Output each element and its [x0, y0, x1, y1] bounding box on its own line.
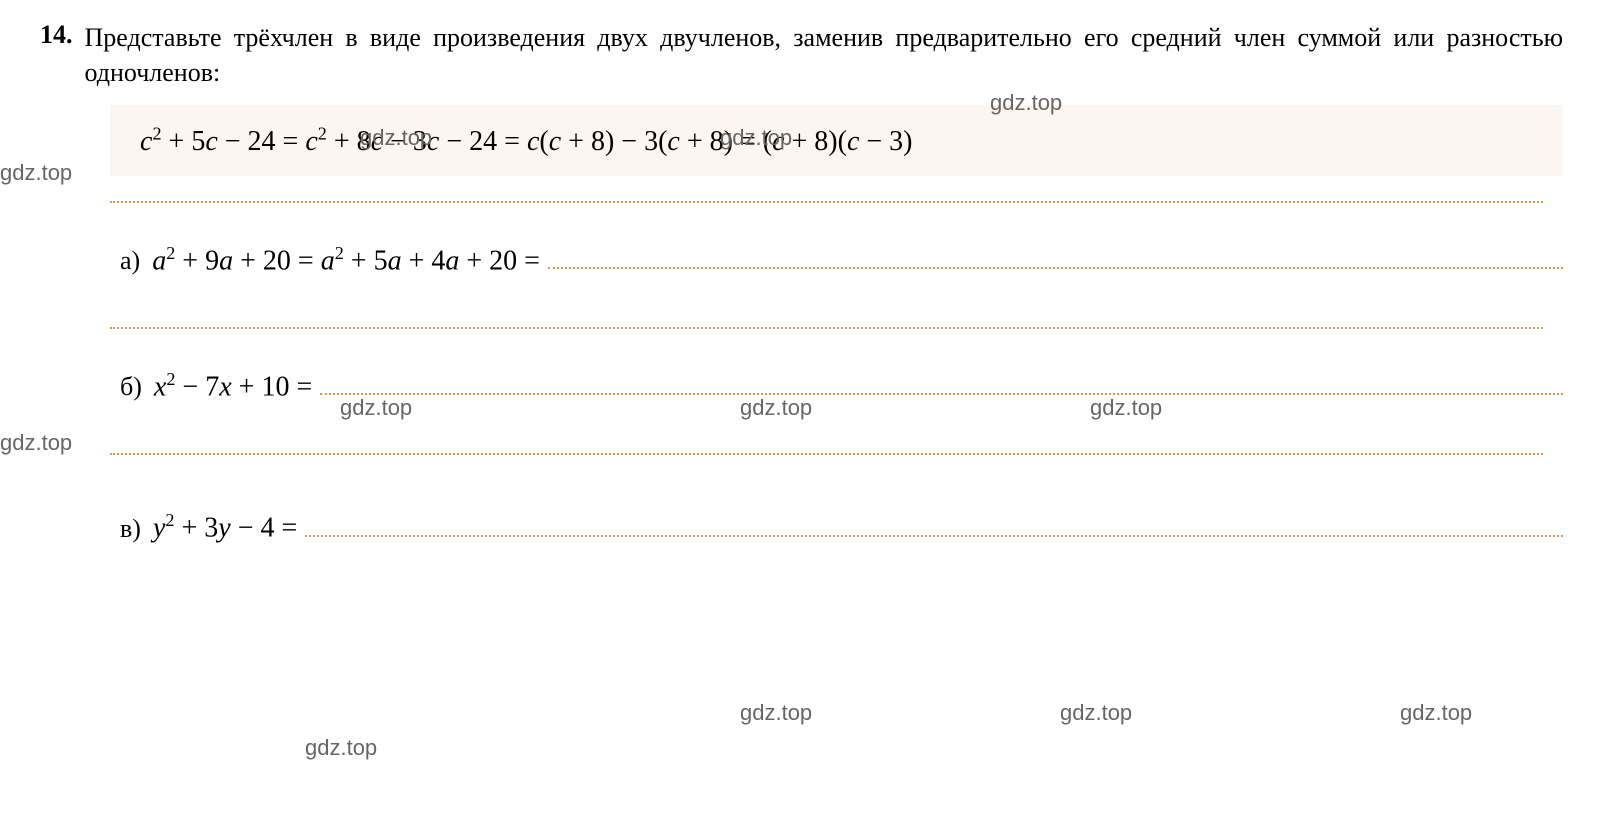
subproblem-a: а) a2 + 9a + 20 = a2 + 5a + 4a + 20 = — [120, 243, 1563, 277]
problem-number: 14. — [40, 20, 73, 50]
watermark-11: gdz.top — [305, 735, 377, 761]
answer-line-b2 — [110, 453, 1543, 455]
subproblem-b: б) x2 − 7x + 10 = — [120, 369, 1563, 403]
answer-line-b1 — [320, 393, 1563, 395]
problem-text: Представьте трёхчлен в виде произведения… — [85, 20, 1564, 90]
watermark-9: gdz.top — [1060, 700, 1132, 726]
subproblem-c-expression: y2 + 3y − 4 = — [153, 510, 297, 544]
example-expression: c2 + 5c − 24 = c2 + 8c − 3c − 24 = c(c +… — [140, 126, 913, 157]
subproblem-c: в) y2 + 3y − 4 = — [120, 510, 1563, 544]
watermark-10: gdz.top — [1400, 700, 1472, 726]
subproblem-b-expression: x2 − 7x + 10 = — [154, 369, 312, 403]
example-box: c2 + 5c − 24 = c2 + 8c − 3c − 24 = c(c +… — [110, 105, 1563, 175]
dotted-separator-1 — [110, 201, 1543, 203]
subproblem-a-expression: a2 + 9a + 20 = a2 + 5a + 4a + 20 = — [152, 243, 540, 277]
subproblem-c-label: в) — [120, 514, 141, 544]
subproblem-b-label: б) — [120, 372, 142, 402]
answer-line-a1 — [548, 267, 1563, 269]
problem-container: 14. Представьте трёхчлен в виде произвед… — [40, 20, 1563, 545]
subproblem-a-label: а) — [120, 246, 140, 276]
problem-header: 14. Представьте трёхчлен в виде произвед… — [40, 20, 1563, 90]
answer-line-a2 — [110, 327, 1543, 329]
answer-line-c1 — [305, 535, 1563, 537]
watermark-8: gdz.top — [740, 700, 812, 726]
